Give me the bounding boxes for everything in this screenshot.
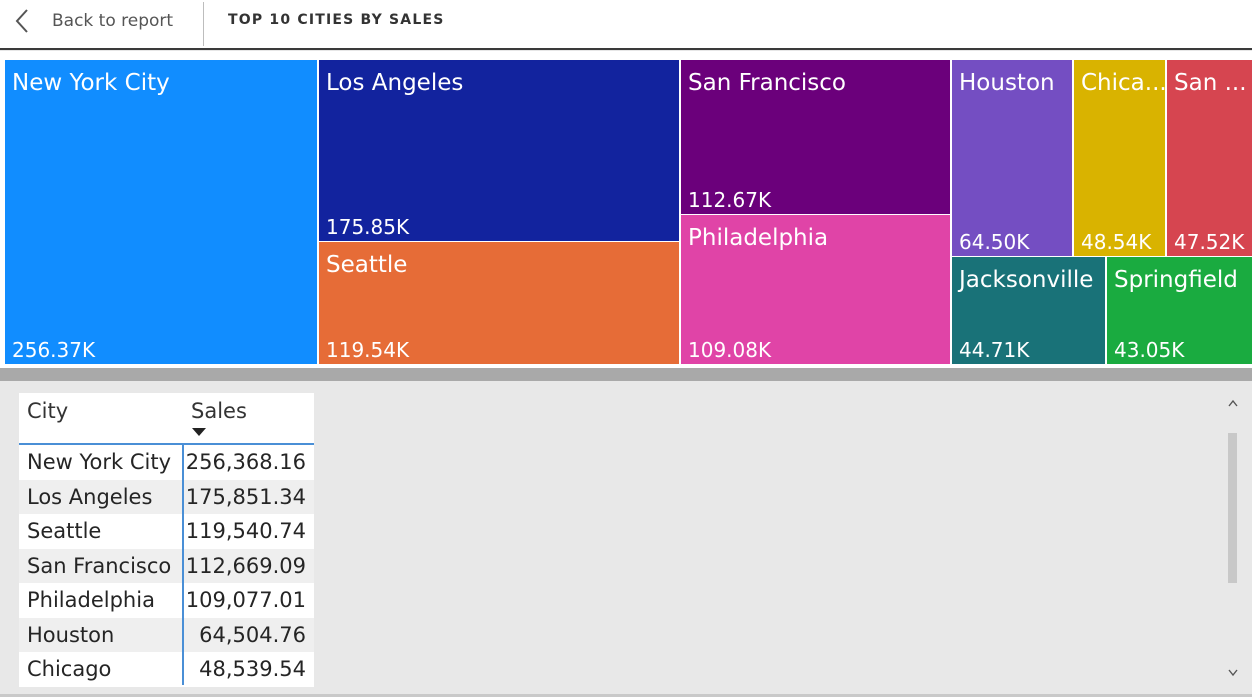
cell-sales: 175,851.34: [185, 484, 306, 509]
cell-sales: 256,368.16: [185, 450, 306, 474]
table-row[interactable]: Houston 64,504.76: [19, 617, 314, 652]
treemap-tile-new-york-city[interactable]: New York City 256.37K: [5, 60, 317, 364]
treemap-tile-springfield[interactable]: Springfield 43.05K: [1107, 257, 1252, 364]
back-to-report-button[interactable]: Back to report: [14, 6, 173, 36]
tile-value: 119.54K: [326, 338, 410, 362]
cell-sales: 64,504.76: [199, 622, 306, 647]
treemap-chart: New York City 256.37K Los Angeles 175.85…: [0, 58, 1252, 364]
tile-value: 109.08K: [688, 338, 772, 362]
tile-value: 44.71K: [959, 338, 1030, 362]
column-header-sales[interactable]: Sales: [191, 399, 247, 423]
table-row[interactable]: Seattle 119,540.74: [19, 514, 314, 549]
table-row[interactable]: Chicago 48,539.54: [19, 652, 314, 687]
cell-sales: 48,539.54: [199, 657, 306, 681]
tile-value: 47.52K: [1174, 230, 1245, 254]
column-divider: [182, 445, 184, 685]
tile-label: San Francisco: [688, 70, 847, 96]
treemap-tile-philadelphia[interactable]: Philadelphia 109.08K: [681, 215, 950, 364]
table-row[interactable]: Los Angeles 175,851.34: [19, 479, 314, 514]
table-row[interactable]: San Francisco 112,669.09: [19, 548, 314, 583]
table-row[interactable]: New York City 256,368.16: [19, 445, 314, 480]
table-header: City Sales: [19, 393, 314, 445]
tile-value: 48.54K: [1081, 230, 1152, 254]
treemap-tile-jacksonville[interactable]: Jacksonville 44.71K: [952, 257, 1105, 364]
table-row[interactable]: Philadelphia 109,077.01: [19, 583, 314, 618]
cell-city: Chicago: [27, 657, 112, 681]
treemap-tile-houston[interactable]: Houston 64.50K: [952, 60, 1072, 256]
tile-value: 175.85K: [326, 215, 410, 239]
treemap-tile-san-francisco[interactable]: San Francisco 112.67K: [681, 60, 950, 214]
tile-label: Chica...: [1081, 70, 1165, 96]
sales-table: City Sales New York City 256,368.16 Los …: [19, 393, 314, 687]
cell-city: Philadelphia: [27, 588, 155, 612]
cell-city: San Francisco: [27, 553, 172, 578]
chevron-down-icon[interactable]: [1226, 663, 1240, 683]
tile-label: Los Angeles: [326, 70, 464, 96]
tile-label: Houston: [959, 70, 1055, 96]
cell-sales: 112,669.09: [185, 553, 306, 578]
header-divider: [203, 2, 204, 46]
treemap-tile-seattle[interactable]: Seattle 119.54K: [319, 242, 679, 364]
tile-value: 256.37K: [12, 338, 96, 362]
table-scrollbar[interactable]: [1226, 393, 1240, 683]
tile-label: New York City: [12, 70, 170, 96]
treemap-tile-san-diego[interactable]: San ... 47.52K: [1167, 60, 1252, 256]
cell-city: Los Angeles: [27, 484, 153, 509]
tile-value: 64.50K: [959, 230, 1030, 254]
header-underline: [0, 48, 1252, 50]
tile-label: Philadelphia: [688, 225, 829, 251]
scrollbar-thumb[interactable]: [1228, 433, 1237, 583]
tile-label: San ...: [1174, 70, 1247, 96]
cell-city: New York City: [27, 450, 171, 474]
table-visual-container: City Sales New York City 256,368.16 Los …: [0, 381, 1252, 697]
cell-city: Houston: [27, 622, 115, 647]
tile-value: 43.05K: [1114, 338, 1185, 362]
tile-label: Jacksonville: [959, 267, 1094, 293]
page-title: TOP 10 CITIES BY SALES: [228, 12, 445, 28]
chevron-left-icon: [14, 8, 30, 34]
chevron-up-icon[interactable]: [1226, 393, 1240, 413]
cell-sales: 119,540.74: [185, 519, 306, 543]
back-to-report-label: Back to report: [52, 11, 174, 31]
treemap-tile-los-angeles[interactable]: Los Angeles 175.85K: [319, 60, 679, 241]
tile-value: 112.67K: [688, 188, 772, 212]
header-underline-light: [0, 50, 1252, 51]
column-header-city[interactable]: City: [27, 399, 69, 423]
cell-city: Seattle: [27, 519, 102, 543]
tile-label: Seattle: [326, 252, 408, 278]
treemap-tile-chicago[interactable]: Chica... 48.54K: [1074, 60, 1165, 256]
top-bar: Back to report TOP 10 CITIES BY SALES: [0, 0, 1252, 46]
cell-sales: 109,077.01: [185, 588, 306, 612]
sort-descending-icon[interactable]: [192, 428, 206, 436]
visual-separator: [0, 368, 1252, 381]
tile-label: Springfield: [1114, 267, 1238, 293]
table-area-bottom-edge: [0, 694, 1252, 697]
